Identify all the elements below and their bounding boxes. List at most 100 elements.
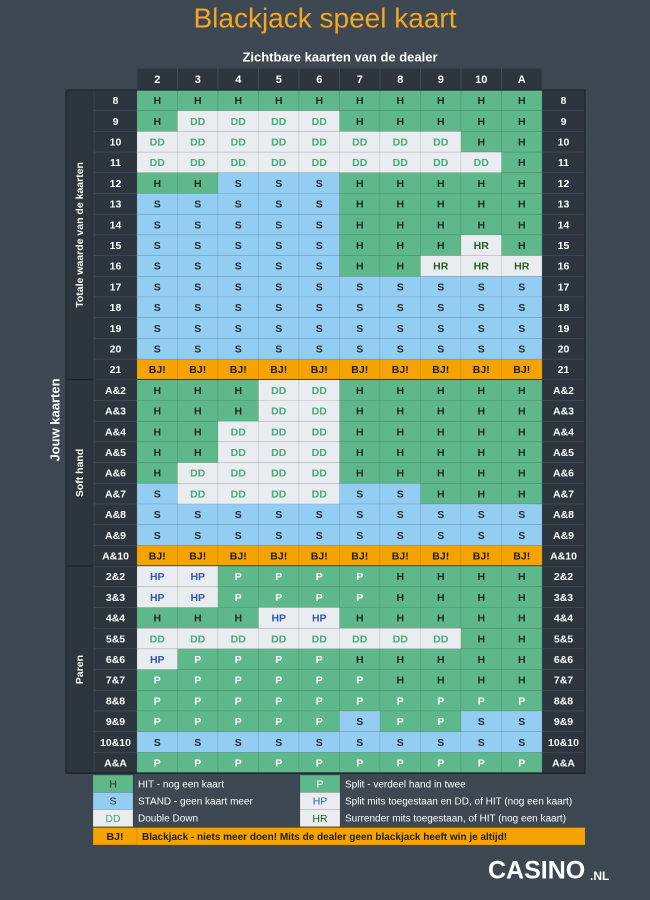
dealer-label: Zichtbare kaarten van de dealer xyxy=(242,49,437,64)
cell-code: S xyxy=(316,281,323,293)
cell-code: HP xyxy=(150,654,165,666)
row-label-right: A&8 xyxy=(553,509,574,521)
legend-band xyxy=(93,827,585,845)
cell-code: S xyxy=(235,261,242,273)
row-label-right: 8&8 xyxy=(554,695,573,707)
cell-code: H xyxy=(437,488,445,500)
cell-code: H xyxy=(396,178,404,190)
cell-code: P xyxy=(154,675,161,687)
row-label-right: 17 xyxy=(558,281,570,293)
group-cell xyxy=(65,379,95,567)
cell-code: H xyxy=(477,385,485,397)
cell-code: H xyxy=(234,406,242,418)
row-label: 3&3 xyxy=(106,592,125,604)
cell-code: DD xyxy=(433,137,449,149)
cell-code: H xyxy=(477,199,485,211)
cell-code: S xyxy=(194,281,201,293)
row-label: A&4 xyxy=(105,426,126,438)
row-label: 19 xyxy=(110,323,122,335)
dealer-card: 8 xyxy=(397,74,403,86)
row-label-right: 4&4 xyxy=(554,613,573,625)
cell-code: H xyxy=(518,488,526,500)
cell-code: S xyxy=(154,199,161,211)
cell-code: P xyxy=(275,592,282,604)
cell-code: H xyxy=(153,447,161,459)
cell-code: DD xyxy=(312,468,328,480)
cell-code: P xyxy=(316,571,323,583)
cell-code: DD xyxy=(433,157,449,169)
cell-code: S xyxy=(275,323,282,335)
cell-code: P xyxy=(316,758,323,770)
cell-code: S xyxy=(518,509,525,521)
cell-code: H xyxy=(518,592,526,604)
cell-code: H xyxy=(396,95,404,107)
group-label: Soft hand xyxy=(74,449,86,497)
cell-code: H xyxy=(437,468,445,480)
row-label: 10&10 xyxy=(100,737,131,749)
cell-code: HR xyxy=(433,261,449,273)
cell-code: H xyxy=(234,613,242,625)
cell-code: S xyxy=(154,302,161,314)
cell-code: H xyxy=(437,385,445,397)
cell-code: S xyxy=(235,323,242,335)
cell-code: S xyxy=(437,344,444,356)
cell-code: S xyxy=(316,737,323,749)
dealer-card: 4 xyxy=(235,74,242,86)
cell-code: S xyxy=(194,240,201,252)
cell-code: H xyxy=(518,137,526,149)
legend-code: S xyxy=(109,796,116,808)
cell-code: S xyxy=(478,281,485,293)
cell-code: H xyxy=(518,633,526,645)
cell-code: S xyxy=(154,281,161,293)
cell-code: S xyxy=(478,509,485,521)
cell-code: H xyxy=(194,447,202,459)
cell-code: S xyxy=(194,261,201,273)
cell-code: S xyxy=(397,281,404,293)
cell-code: H xyxy=(153,613,161,625)
cell-code: H xyxy=(194,613,202,625)
cell-code: S xyxy=(235,219,242,231)
cell-code: P xyxy=(397,716,404,728)
cell-code: S xyxy=(194,737,201,749)
cell-code: S xyxy=(437,281,444,293)
row-label-right: A&3 xyxy=(553,406,574,418)
row-label: 13 xyxy=(110,199,122,211)
cell-code: DD xyxy=(231,137,247,149)
cell-code: S xyxy=(154,261,161,273)
cell-code: H xyxy=(518,571,526,583)
cell-code: H xyxy=(477,654,485,666)
cell-code: DD xyxy=(231,633,247,645)
row-label: 4&4 xyxy=(106,613,125,625)
cell-code: S xyxy=(275,178,282,190)
cell-code: H xyxy=(477,468,485,480)
cell-code: H xyxy=(356,240,364,252)
cell-code: H xyxy=(153,178,161,190)
cell-code: BJ! xyxy=(270,364,287,376)
cell-code: P xyxy=(275,716,282,728)
row-label-right: 14 xyxy=(558,219,570,231)
cell-code: DD xyxy=(231,116,247,128)
cell-code: S xyxy=(275,344,282,356)
cell-code: P xyxy=(437,758,444,770)
cell-code: H xyxy=(437,406,445,418)
cell-code: H xyxy=(356,95,364,107)
row-label-right: A&10 xyxy=(550,551,577,563)
cell-code: H xyxy=(153,426,161,438)
cell-code: S xyxy=(154,240,161,252)
row-label-right: 3&3 xyxy=(554,592,573,604)
cell-code: P xyxy=(194,758,201,770)
brand-suffix: .NL xyxy=(590,869,609,883)
cell-code: DD xyxy=(190,116,206,128)
cell-code: DD xyxy=(150,633,166,645)
cell-code: S xyxy=(194,302,201,314)
cell-code: DD xyxy=(393,137,409,149)
legend-code: DD xyxy=(105,813,121,825)
cell-code: BJ! xyxy=(513,364,530,376)
row-label-right: A&A xyxy=(552,758,575,770)
legend-swatch xyxy=(92,809,134,828)
cell-code: S xyxy=(518,716,525,728)
cell-code: H xyxy=(518,95,526,107)
row-label: 21 xyxy=(110,364,122,376)
